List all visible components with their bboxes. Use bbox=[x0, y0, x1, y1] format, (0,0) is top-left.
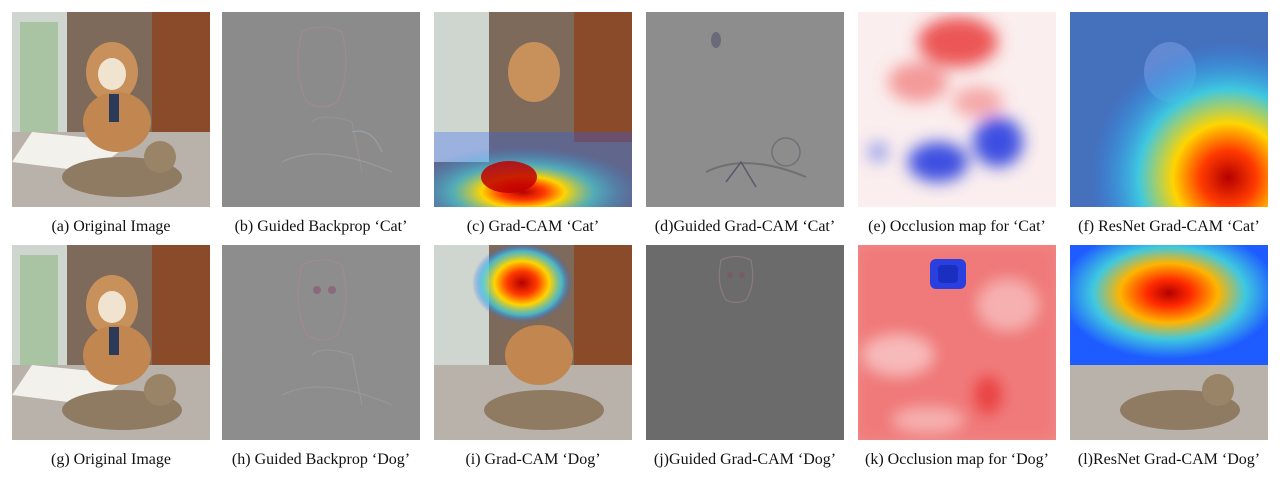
panel-c-gradcam-cat bbox=[434, 12, 632, 207]
caption-j: (j)Guided Grad-CAM ‘Dog’ bbox=[653, 451, 837, 468]
panel-k-occlusion-dog bbox=[858, 245, 1056, 440]
caption-e: (e) Occlusion map for ‘Cat’ bbox=[868, 218, 1046, 235]
caption-i: (i) Grad-CAM ‘Dog’ bbox=[465, 451, 601, 468]
caption-k: (k) Occlusion map for ‘Dog’ bbox=[865, 451, 1049, 468]
caption-a: (a) Original Image bbox=[51, 218, 171, 235]
panel-j-guided-gradcam-dog bbox=[646, 245, 844, 440]
caption-l: (l)ResNet Grad-CAM ‘Dog’ bbox=[1077, 451, 1261, 468]
panel-a-original-image bbox=[12, 12, 210, 207]
caption-h: (h) Guided Backprop ‘Dog’ bbox=[231, 451, 411, 468]
panel-d-guided-gradcam-cat bbox=[646, 12, 844, 207]
panel-i-gradcam-dog bbox=[434, 245, 632, 440]
panel-b-guided-backprop-cat bbox=[222, 12, 420, 207]
panel-f-resnet-gradcam-cat bbox=[1070, 12, 1268, 207]
caption-f: (f) ResNet Grad-CAM ‘Cat’ bbox=[1078, 218, 1260, 235]
caption-g: (g) Original Image bbox=[51, 451, 171, 468]
panel-g-original-image bbox=[12, 245, 210, 440]
caption-c: (c) Grad-CAM ‘Cat’ bbox=[466, 218, 600, 235]
panel-e-occlusion-cat bbox=[858, 12, 1056, 207]
panel-h-guided-backprop-dog bbox=[222, 245, 420, 440]
caption-b: (b) Guided Backprop ‘Cat’ bbox=[234, 218, 408, 235]
caption-d: (d)Guided Grad-CAM ‘Cat’ bbox=[654, 218, 836, 235]
panel-l-resnet-gradcam-dog bbox=[1070, 245, 1268, 440]
